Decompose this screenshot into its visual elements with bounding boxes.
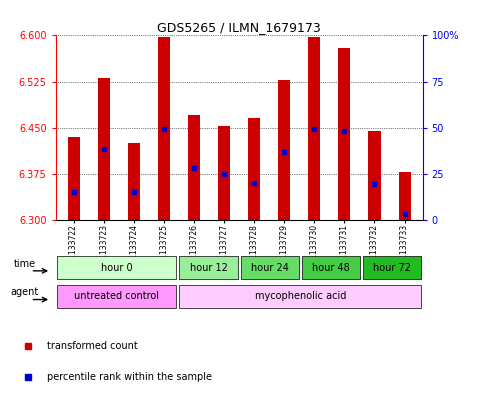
Bar	[57, 256, 176, 279]
Bar	[308, 37, 320, 220]
Text: hour 0: hour 0	[101, 263, 132, 273]
Bar	[278, 80, 290, 220]
Text: untreated control: untreated control	[74, 291, 159, 301]
Text: mycophenolic acid: mycophenolic acid	[255, 291, 346, 301]
Bar	[248, 118, 260, 220]
Text: hour 48: hour 48	[312, 263, 350, 273]
Bar	[68, 137, 80, 220]
Bar	[241, 256, 298, 279]
Bar	[188, 116, 200, 220]
Title: GDS5265 / ILMN_1679173: GDS5265 / ILMN_1679173	[157, 21, 321, 34]
Text: hour 72: hour 72	[373, 263, 411, 273]
Bar	[398, 172, 411, 220]
Bar	[128, 143, 140, 220]
Bar	[180, 285, 421, 308]
Text: transformed count: transformed count	[47, 341, 138, 351]
Bar	[57, 285, 176, 308]
Bar	[180, 256, 238, 279]
Text: hour 24: hour 24	[251, 263, 289, 273]
Text: time: time	[14, 259, 36, 269]
Bar	[369, 131, 381, 220]
Text: agent: agent	[11, 287, 39, 298]
Bar	[218, 126, 230, 220]
Bar	[363, 256, 421, 279]
Bar	[158, 37, 170, 220]
Text: hour 12: hour 12	[189, 263, 227, 273]
Bar	[98, 79, 110, 220]
Bar	[339, 48, 350, 220]
Bar	[302, 256, 360, 279]
Text: percentile rank within the sample: percentile rank within the sample	[47, 372, 212, 382]
